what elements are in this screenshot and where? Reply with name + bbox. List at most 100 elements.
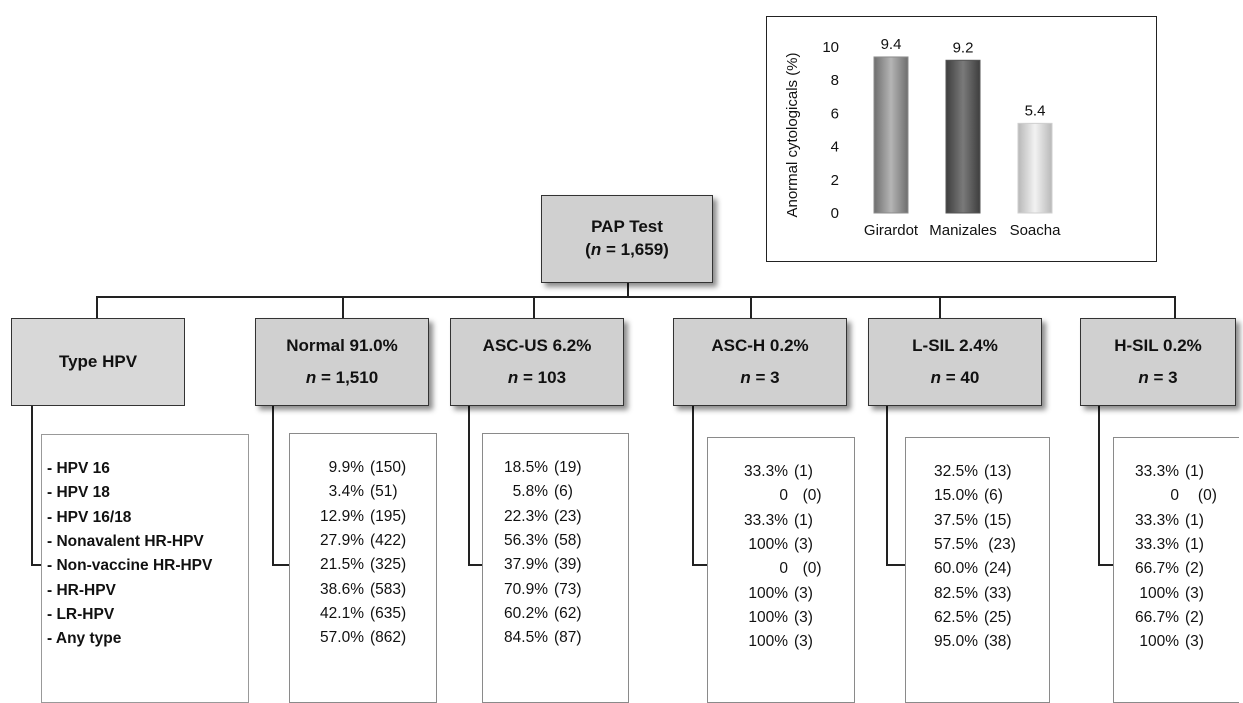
hpv-type-label: - HPV 16/18 [47,508,132,526]
count-value: (1) [1185,536,1204,554]
count-value: (3) [794,608,813,626]
percentage-row: 100% (3) [1114,581,1239,605]
percentage-value: 42.1% [320,604,364,622]
percentage-value: 0 [779,487,788,505]
bar-soacha [1017,122,1053,214]
hpv-type-label: - HR-HPV [47,581,116,599]
percentage-row: 33.3% (1) [708,509,854,533]
count-value: (3) [794,536,813,554]
percentage-value: 33.3% [1135,511,1179,529]
bar-value-label: 5.4 [1025,102,1046,119]
elbow-type-h [31,564,43,566]
percentage-value: 18.5% [504,459,548,477]
percentage-value: 100% [1139,584,1179,602]
count-value: (1) [794,463,813,481]
percentage-value: 57.0% [320,629,364,647]
category-title: ASC-US 6.2% [482,335,592,355]
data-box-ascus: 18.5% (19) 5.8% (6) 22.3% (23) 56.3% (58) 37.9% (… [482,433,629,703]
percentage-value: 66.7% [1135,560,1179,578]
elbow-ascus-h [468,564,483,566]
percentage-value: 0 [1170,487,1179,505]
percentage-value: 37.9% [504,556,548,574]
percentage-row: 0 (0) [708,557,854,581]
connector-drop-lsil [939,296,941,318]
count-value: (3) [1185,584,1204,602]
count-value: (25) [984,608,1012,626]
elbow-hsil-h [1098,564,1114,566]
type-hpv-box: Type HPV [11,318,185,406]
percentage-value: 100% [748,584,788,602]
count-value: (15) [984,511,1012,529]
percentage-value: 100% [748,633,788,651]
count-value: (0) [1185,487,1217,505]
count-value: (13) [984,463,1012,481]
hpv-type-list-box: - HPV 16 - HPV 18 - HPV 16/18 - Nonavale… [41,434,249,703]
percentage-row: 22.3% (23) [483,505,628,529]
percentage-value: 60.0% [934,560,978,578]
category-title: H-SIL 0.2% [1114,335,1202,355]
percentage-value: 57.5% [934,536,978,554]
count-value: (0) [794,487,822,505]
count-value: (635) [370,604,407,622]
count-value: (24) [984,560,1012,578]
percentage-value: 37.5% [934,511,978,529]
elbow-lsil-h [886,564,906,566]
count-value: (23) [984,536,1016,554]
count-value: (0) [794,560,822,578]
y-axis-label: Anormal cytologicals (%) [784,52,801,217]
percentage-value: 82.5% [934,584,978,602]
percentage-row: 32.5% (13) [906,460,1049,484]
count-value: (87) [554,629,582,647]
connector-horizontal-bus [96,296,1176,298]
y-tick-label: 0 [831,205,839,222]
percentage-value: 12.9% [320,507,364,525]
percentage-value: 70.9% [504,580,548,598]
category-title: ASC-H 0.2% [711,335,809,355]
bar-chart-svg: Anormal cytologicals (%) 0 2 4 6 8 10 9.4 Gira… [784,36,1061,239]
percentage-row: 70.9% (73) [483,577,628,601]
elbow-asch-h [692,564,708,566]
count-value: (1) [1185,511,1204,529]
count-value: (19) [554,459,582,477]
percentage-row: 3.4% (51) [290,480,436,504]
percentage-row: 42.1% (635) [290,602,436,626]
count-value: (23) [554,507,582,525]
percentage-row: 57.0% (862) [290,626,436,650]
y-tick-label: 6 [831,105,839,122]
percentage-value: 100% [748,536,788,554]
percentage-value: 27.9% [320,532,364,550]
percentage-value: 15.0% [934,487,978,505]
category-box-hsil: H-SIL 0.2% n = 3 [1080,318,1236,406]
data-box-lsil: 32.5% (13) 15.0% (6) 37.5% (15) 57.5% (23) 60.0… [905,437,1050,703]
elbow-normal-h [272,564,290,566]
data-box-asch: 33.3% (1) 0 (0) 33.3% (1) 100% (3) 0 (0) 100% (3)… [707,437,855,703]
count-value: (325) [370,556,407,574]
category-box-lsil: L-SIL 2.4% n = 40 [868,318,1042,406]
percentage-row: 100% (3) [1114,630,1239,654]
count-value: (3) [1185,633,1204,651]
category-box-ascus: ASC-US 6.2% n = 103 [450,318,624,406]
inset-bar-chart: Anormal cytologicals (%) 0 2 4 6 8 10 9.4 Gira… [766,16,1157,262]
elbow-normal-v [272,404,274,566]
percentage-value: 33.3% [1135,463,1179,481]
category-n: n = 1,510 [305,368,379,387]
count-value: (1) [1185,463,1204,481]
percentage-row: 18.5% (19) [483,456,628,480]
percentage-row: 66.7% (2) [1114,606,1239,630]
percentage-row: 5.8% (6) [483,480,628,504]
type-hpv-label: Type HPV [58,351,138,371]
count-value: (2) [1185,560,1204,578]
count-value: (2) [1185,608,1204,626]
hpv-type-label: - HPV 16 [47,460,110,478]
connector-drop-hsil [1174,296,1176,318]
percentage-row: 66.7% (2) [1114,557,1239,581]
category-box-normal: Normal 91.0% n = 1,510 [255,318,429,406]
percentage-value: 9.9% [328,459,364,477]
percentage-row: 62.5% (25) [906,606,1049,630]
count-value: (39) [554,556,582,574]
count-value: (583) [370,580,407,598]
bar-value-label: 9.4 [881,36,902,53]
bar-girardot [873,56,909,214]
percentage-row: 100% (3) [708,606,854,630]
percentage-value: 95.0% [934,633,978,651]
